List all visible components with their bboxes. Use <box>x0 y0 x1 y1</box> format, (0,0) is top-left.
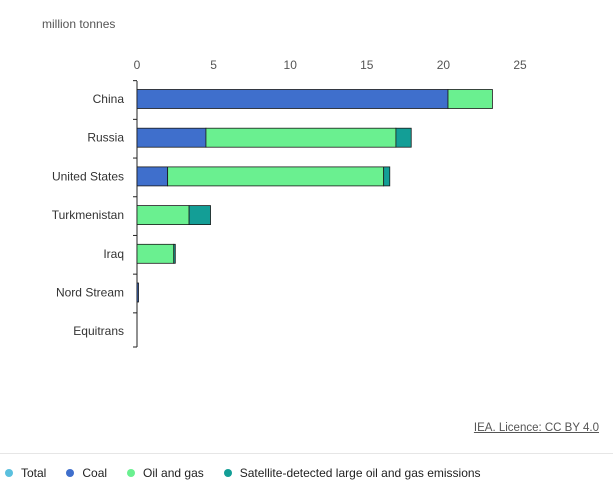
category-label: Russia <box>87 131 124 145</box>
bar-oil-and-gas <box>167 166 385 187</box>
legend-swatch-coal <box>66 469 75 477</box>
x-tick-label: 0 <box>134 58 141 72</box>
x-tick-label: 25 <box>513 58 527 72</box>
category-label: Equitrans <box>73 324 124 338</box>
legend-item-coal[interactable]: Coal <box>66 466 107 480</box>
category-label: Turkmenistan <box>52 208 124 222</box>
axis-unit-label: million tonnes <box>42 17 116 31</box>
legend-item-oil-and-gas[interactable]: Oil and gas <box>127 466 204 480</box>
legend-swatch-oil-and-gas <box>127 469 136 477</box>
legend-swatch-total <box>5 469 13 477</box>
bar-coal <box>136 127 207 148</box>
bar-oil-and-gas <box>205 127 397 148</box>
legend-swatch-satellite-detected <box>223 469 232 477</box>
x-tick-label: 20 <box>437 58 451 72</box>
x-tick-label: 5 <box>210 58 217 72</box>
bar-satellite-detected-large-oil-and-gas-emissions <box>188 205 211 226</box>
bar-coal <box>136 166 169 187</box>
x-tick-label: 10 <box>284 58 298 72</box>
category-label: Iraq <box>103 247 124 261</box>
legend-divider <box>0 453 613 454</box>
category-label: China <box>93 92 125 106</box>
category-label: Nord Stream <box>56 286 124 300</box>
legend: Total Coal Oil and gas Satellite-detecte… <box>5 466 501 480</box>
bar-oil-and-gas <box>136 205 190 226</box>
category-label: United States <box>52 169 124 183</box>
bar-coal <box>136 89 449 109</box>
bar-coal <box>136 282 139 303</box>
bar-oil-and-gas <box>447 89 493 109</box>
legend-label-coal: Coal <box>82 466 108 480</box>
legend-label-total: Total <box>21 466 47 480</box>
bar-satellite-detected-large-oil-and-gas-emissions <box>173 243 176 264</box>
bar-satellite-detected-large-oil-and-gas-emissions <box>383 166 391 187</box>
bar-satellite-detected-large-oil-and-gas-emissions <box>395 127 412 148</box>
legend-item-total[interactable]: Total <box>5 466 46 480</box>
legend-item-satellite-detected[interactable]: Satellite-detected large oil and gas emi… <box>223 466 481 480</box>
x-tick-label: 15 <box>360 58 374 72</box>
source-link[interactable]: IEA. Licence: CC BY 4.0 <box>473 422 599 434</box>
legend-label-oil-and-gas: Oil and gas <box>143 466 204 480</box>
bar-oil-and-gas <box>136 243 175 264</box>
legend-label-satellite-detected: Satellite-detected large oil and gas emi… <box>239 466 481 480</box>
